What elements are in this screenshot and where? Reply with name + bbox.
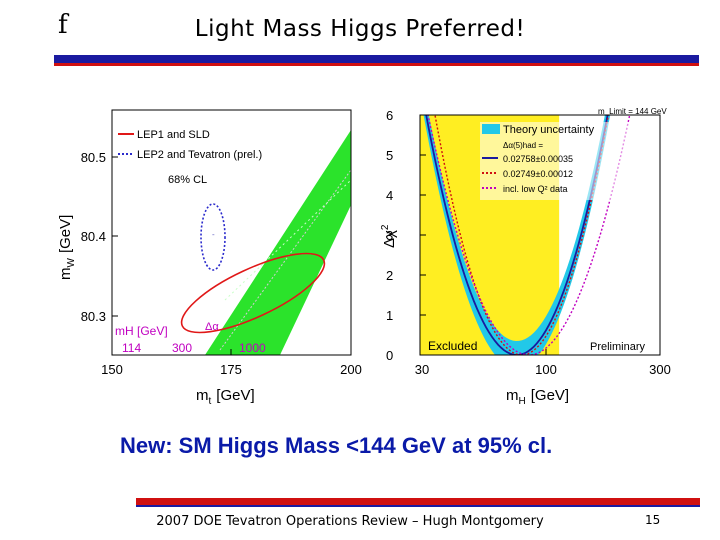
ellipse-center-marker: - (212, 230, 215, 239)
x-tick-label: 200 (340, 362, 362, 377)
footer-text: 2007 DOE Tevatron Operations Review – Hu… (156, 514, 544, 529)
limit-label: m_Limit = 144 GeV (598, 107, 667, 116)
legend-label-lep2: LEP2 and Tevatron (prel.) (137, 149, 262, 161)
headline: New: SM Higgs Mass <144 GeV at 95% cl. (120, 433, 553, 458)
legend-label-main: 0.02758±0.00035 (503, 154, 573, 164)
lep1-sld-ellipse (180, 252, 326, 334)
y-tick-label: 80.4 (81, 229, 106, 244)
bottom-rule-red (136, 498, 700, 505)
band-tick: 300 (172, 341, 192, 355)
y-tick-label: 2 (386, 268, 393, 283)
y-tick-label: 6 (386, 108, 393, 123)
delta-chi2-chart: m_Limit = 144 GeV Theory uncertainty Δα(… (380, 107, 671, 407)
y-tick-label: 5 (386, 148, 393, 163)
y-tick-label: 4 (386, 188, 393, 203)
x-tick-label: 100 (535, 362, 557, 377)
y-tick-label: 3 (386, 228, 393, 243)
y-tick-label: 80.5 (81, 150, 106, 165)
band-label: mH [GeV] (115, 324, 168, 338)
legend-label-cl: 68% CL (168, 174, 207, 186)
top-rule-blue (54, 55, 699, 63)
y-tick-label: 80.3 (81, 309, 106, 324)
page-number: 15 (645, 513, 661, 527)
band-annotation: Δα (205, 321, 219, 333)
corner-glyph: f (58, 10, 68, 40)
band-tick: 1000 (239, 341, 266, 355)
slide-title: Light Mass Higgs Preferred! (194, 16, 526, 42)
x-axis-title: mH [GeV] (506, 387, 569, 407)
legend-box (480, 122, 652, 200)
fit-curve (425, 115, 609, 355)
top-rule-red (54, 63, 699, 66)
band-tick: 114 (122, 341, 141, 355)
x-tick-label: 30 (415, 362, 429, 377)
y-tick-label: 0 (386, 348, 393, 363)
fit-curve-alt (434, 115, 610, 355)
legend-title: Theory uncertainty (503, 124, 595, 136)
mw-mt-chart: - LEP1 and SLD LEP2 and Tevatron (prel.)… (57, 109, 362, 407)
legend-label-lep1: LEP1 and SLD (137, 129, 210, 141)
band-dotted-line (219, 169, 351, 351)
x-tick-label: 150 (101, 362, 123, 377)
y-axis-title: mW[GeV] (57, 215, 77, 280)
excluded-label: Excluded (428, 339, 477, 353)
legend-label-lowq2: incl. low Q² data (503, 184, 568, 194)
higgs-mass-band (205, 130, 351, 355)
bottom-rule-blue (136, 505, 700, 507)
y-tick-label: 1 (386, 308, 393, 323)
x-axis-title: mt [GeV] (196, 387, 255, 407)
x-tick-label: 175 (220, 362, 242, 377)
y-axis-title: Δχ2 (380, 224, 398, 248)
lep2-tevatron-ellipse (200, 203, 226, 271)
band-dotted-line (224, 179, 351, 301)
x-tick-label: 300 (649, 362, 671, 377)
fit-curve-lowq2 (427, 115, 631, 355)
legend-delta-alpha: Δα(5)had = (503, 141, 543, 150)
legend-swatch-theory (482, 124, 500, 134)
theory-uncertainty-band (423, 115, 611, 355)
preliminary-label: Preliminary (590, 341, 646, 353)
legend-label-alt: 0.02749±0.00012 (503, 169, 573, 179)
